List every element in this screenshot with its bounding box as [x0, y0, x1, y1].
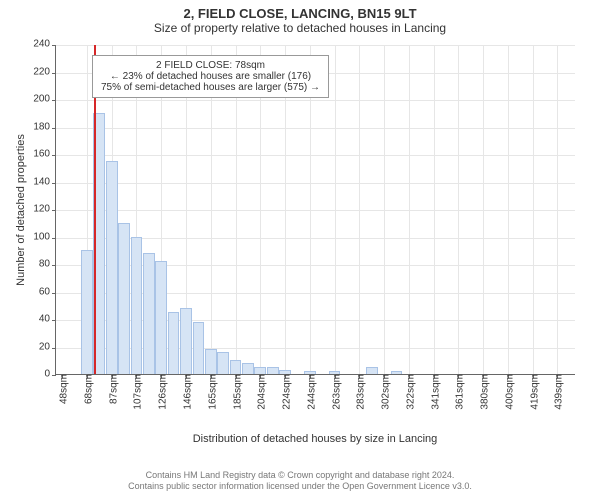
histogram-bar	[143, 253, 155, 374]
histogram-bar	[279, 370, 291, 374]
x-tick-label: 361sqm	[451, 374, 466, 410]
grid-line	[533, 45, 534, 374]
histogram-bar	[106, 161, 118, 374]
x-tick-label: 146sqm	[179, 374, 194, 410]
x-tick-label: 204sqm	[253, 374, 268, 410]
x-tick-label: 419sqm	[525, 374, 540, 410]
grid-line	[409, 45, 410, 374]
y-axis-label: Number of detached properties	[15, 45, 27, 375]
grid-line	[335, 45, 336, 374]
histogram-bar	[155, 261, 167, 374]
grid-line	[458, 45, 459, 374]
x-tick-label: 126sqm	[154, 374, 169, 410]
histogram-bar	[366, 367, 378, 374]
annotation-line: 2 FIELD CLOSE: 78sqm	[101, 60, 320, 71]
y-tick-label: 200	[33, 94, 56, 105]
y-tick-label: 140	[33, 176, 56, 187]
x-tick-label: 165sqm	[203, 374, 218, 410]
histogram-bar	[242, 363, 254, 374]
x-axis-label: Distribution of detached houses by size …	[55, 433, 575, 445]
histogram-bar	[205, 349, 217, 374]
histogram-bar	[118, 223, 130, 374]
grid-line	[359, 45, 360, 374]
histogram-bar	[180, 308, 192, 374]
histogram-bar	[131, 237, 143, 375]
x-tick-label: 439sqm	[550, 374, 565, 410]
histogram-bar	[193, 322, 205, 374]
x-tick-label: 48sqm	[55, 374, 70, 404]
x-tick-label: 87sqm	[104, 374, 119, 404]
histogram-bar	[217, 352, 229, 374]
footer-line-1: Contains HM Land Registry data © Crown c…	[0, 470, 600, 481]
chart-title: 2, FIELD CLOSE, LANCING, BN15 9LT	[0, 0, 600, 21]
x-tick-label: 380sqm	[476, 374, 491, 410]
histogram-bar	[230, 360, 242, 374]
grid-line	[384, 45, 385, 374]
y-tick-label: 120	[33, 204, 56, 215]
y-tick-label: 220	[33, 66, 56, 77]
y-tick-label: 20	[39, 341, 56, 352]
x-tick-label: 400sqm	[500, 374, 515, 410]
grid-line	[56, 128, 575, 129]
grid-line	[434, 45, 435, 374]
y-tick-label: 80	[39, 259, 56, 270]
x-tick-label: 244sqm	[302, 374, 317, 410]
y-tick-label: 100	[33, 231, 56, 242]
y-tick-label: 60	[39, 286, 56, 297]
x-tick-label: 283sqm	[352, 374, 367, 410]
histogram-bar	[81, 250, 93, 374]
y-tick-label: 160	[33, 149, 56, 160]
histogram-bar	[391, 371, 403, 374]
histogram-bar	[267, 367, 279, 374]
chart-container: 2, FIELD CLOSE, LANCING, BN15 9LT Size o…	[0, 0, 600, 500]
annotation-line: 75% of semi-detached houses are larger (…	[101, 82, 320, 93]
grid-line	[56, 183, 575, 184]
grid-line	[56, 210, 575, 211]
grid-line	[508, 45, 509, 374]
x-tick-label: 263sqm	[327, 374, 342, 410]
y-tick-label: 180	[33, 121, 56, 132]
x-tick-label: 302sqm	[377, 374, 392, 410]
x-tick-label: 341sqm	[426, 374, 441, 410]
x-tick-label: 107sqm	[129, 374, 144, 410]
histogram-bar	[254, 367, 266, 374]
x-tick-label: 224sqm	[278, 374, 293, 410]
plot-area: 02040608010012014016018020022024048sqm68…	[55, 45, 575, 375]
y-tick-label: 40	[39, 314, 56, 325]
annotation-line: ← 23% of detached houses are smaller (17…	[101, 71, 320, 82]
chart-subtitle: Size of property relative to detached ho…	[0, 21, 600, 35]
histogram-bar	[168, 312, 180, 374]
x-tick-label: 322sqm	[401, 374, 416, 410]
grid-line	[483, 45, 484, 374]
annotation-box: 2 FIELD CLOSE: 78sqm← 23% of detached ho…	[92, 55, 329, 98]
grid-line	[56, 155, 575, 156]
histogram-bar	[329, 371, 341, 374]
grid-line	[56, 100, 575, 101]
x-tick-label: 185sqm	[228, 374, 243, 410]
histogram-bar	[304, 371, 316, 374]
grid-line	[557, 45, 558, 374]
grid-line	[56, 45, 575, 46]
footer-line-2: Contains public sector information licen…	[0, 481, 600, 492]
y-tick-label: 240	[33, 39, 56, 50]
footer-attribution: Contains HM Land Registry data © Crown c…	[0, 470, 600, 492]
x-tick-label: 68sqm	[79, 374, 94, 404]
